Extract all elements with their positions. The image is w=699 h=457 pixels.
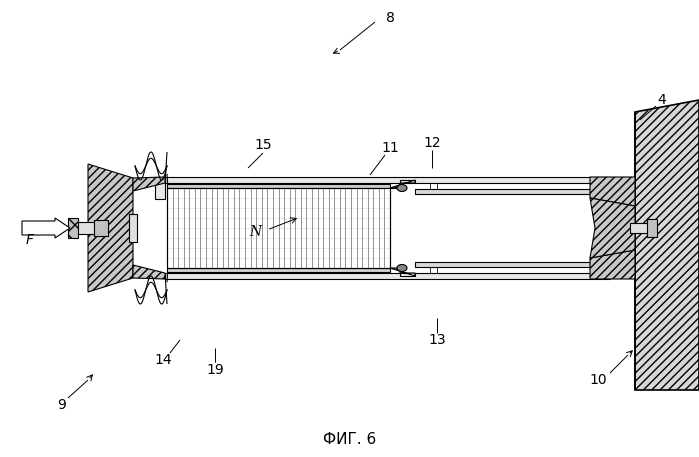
- Text: 15: 15: [254, 138, 272, 152]
- Bar: [129, 214, 137, 242]
- Bar: [165, 273, 610, 279]
- Text: ФИГ. 6: ФИГ. 6: [324, 432, 377, 447]
- Polygon shape: [133, 177, 165, 191]
- FancyArrow shape: [22, 218, 70, 238]
- Text: 9: 9: [57, 398, 66, 412]
- Bar: [415, 194, 590, 262]
- Polygon shape: [390, 180, 415, 188]
- Polygon shape: [390, 268, 415, 276]
- Polygon shape: [88, 164, 133, 292]
- Bar: [70, 222, 100, 234]
- Text: 10: 10: [589, 373, 607, 387]
- Text: 13: 13: [428, 333, 446, 347]
- Text: 12: 12: [423, 136, 441, 150]
- Polygon shape: [590, 250, 635, 279]
- Bar: [630, 223, 652, 233]
- Ellipse shape: [397, 185, 407, 191]
- Polygon shape: [635, 100, 699, 390]
- Bar: [167, 188, 390, 268]
- Text: N: N: [249, 225, 261, 239]
- Text: 11: 11: [381, 141, 399, 155]
- Bar: [94, 220, 108, 236]
- Bar: [167, 184, 390, 188]
- Bar: [167, 268, 390, 272]
- Bar: [415, 189, 590, 194]
- Polygon shape: [590, 198, 635, 258]
- Polygon shape: [647, 219, 657, 237]
- Text: 14: 14: [154, 353, 172, 367]
- Polygon shape: [68, 218, 78, 238]
- Polygon shape: [133, 265, 165, 279]
- Bar: [155, 177, 165, 199]
- Ellipse shape: [397, 265, 407, 271]
- Text: 4: 4: [658, 93, 666, 107]
- Text: F: F: [26, 233, 34, 247]
- Text: 19: 19: [206, 363, 224, 377]
- Polygon shape: [590, 177, 635, 206]
- Bar: [165, 177, 610, 183]
- Bar: [415, 262, 590, 267]
- Text: 8: 8: [386, 11, 394, 25]
- Bar: [167, 188, 390, 268]
